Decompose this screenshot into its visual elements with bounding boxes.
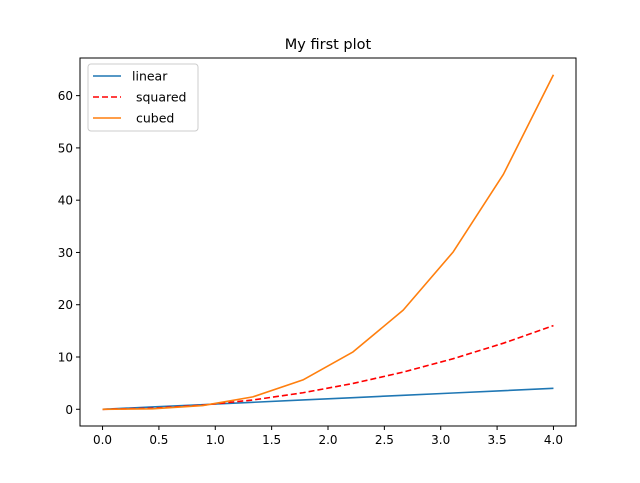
x-tick-label: 2.0 (318, 433, 337, 447)
y-tick-label: 0 (65, 403, 73, 417)
x-tick-label: 3.5 (488, 433, 507, 447)
legend-label: linear (132, 69, 168, 84)
series-layer (102, 74, 555, 411)
y-tick-label: 30 (58, 246, 73, 260)
x-tick-label: 1.5 (262, 433, 281, 447)
legend: linear squared cubed (87, 63, 199, 132)
legend-label: squared (132, 90, 187, 105)
series-line-linear (102, 387, 554, 411)
x-tick-label: 4.0 (544, 433, 563, 447)
y-tick-label: 20 (58, 298, 73, 312)
y-tick-label: 50 (58, 141, 73, 155)
x-axis: 0.0 0.5 1.0 1.5 2.0 2.5 3.0 3.5 4.0 (93, 426, 563, 447)
x-tick-label: 0.0 (93, 433, 112, 447)
legend-box (87, 63, 199, 132)
series-line-cubed (102, 74, 555, 411)
series-line-squared (102, 324, 554, 411)
x-tick-label: 3.0 (431, 433, 450, 447)
legend-label: cubed (132, 111, 174, 126)
x-tick-label: 2.5 (375, 433, 394, 447)
chart-title: My first plot (285, 37, 372, 53)
y-tick-label: 40 (58, 194, 73, 208)
x-tick-label: 0.5 (149, 433, 168, 447)
x-tick-label: 1.0 (206, 433, 225, 447)
y-axis: 0 10 20 30 40 50 60 (58, 89, 80, 417)
y-tick-label: 60 (58, 89, 73, 103)
y-tick-label: 10 (58, 351, 73, 365)
